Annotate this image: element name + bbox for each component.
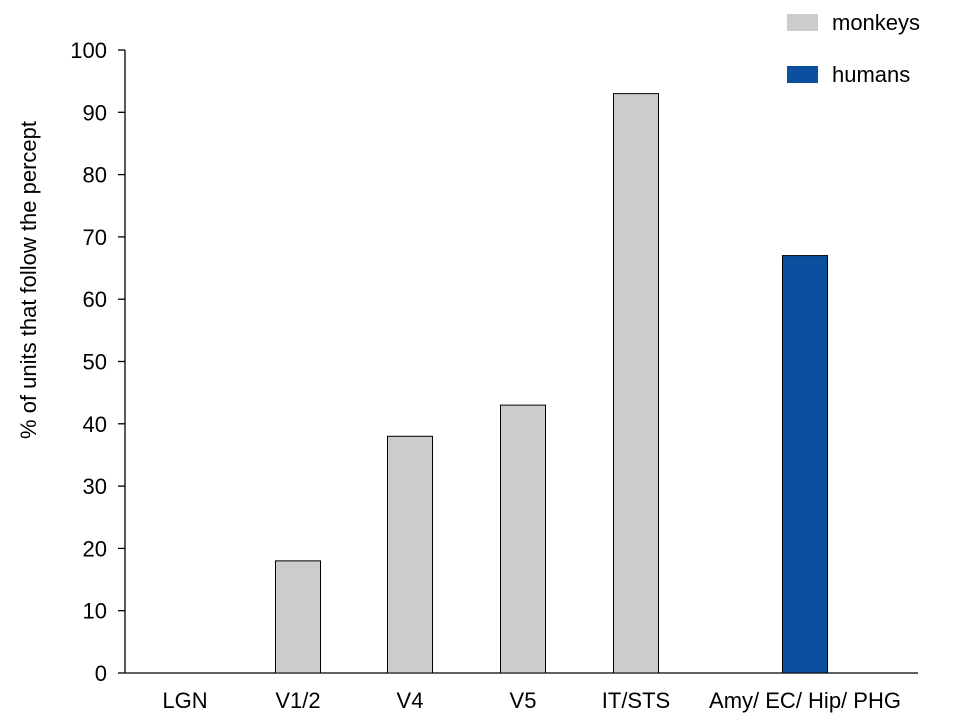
bar-v5 xyxy=(500,404,546,674)
bar-it-sts xyxy=(613,93,659,674)
x-axis: LGN V1/2 V4 V5 IT/STS Amy/ EC/ Hip/ PHG xyxy=(125,672,918,713)
legend-label-humans: humans xyxy=(832,62,910,87)
bar-v4 xyxy=(387,435,433,674)
x-category-label: V4 xyxy=(397,688,424,713)
y-tick-label: 80 xyxy=(83,163,107,188)
bar-amy-ec-hip-phg xyxy=(782,255,828,674)
y-axis: 0 10 20 30 40 50 60 70 80 90 100 xyxy=(70,38,126,686)
legend-swatch-humans xyxy=(787,66,818,83)
y-axis-title: % of units that follow the percept xyxy=(16,121,41,439)
legend: monkeys humans xyxy=(787,10,920,87)
y-tick-label: 10 xyxy=(83,599,107,624)
x-category-label: Amy/ EC/ Hip/ PHG xyxy=(709,688,901,713)
x-category-label: V5 xyxy=(510,688,537,713)
y-tick-label: 90 xyxy=(83,100,107,125)
y-tick-label: 40 xyxy=(83,412,107,437)
y-tick-label: 30 xyxy=(83,474,107,499)
x-category-label: LGN xyxy=(162,688,207,713)
x-category-label: V1/2 xyxy=(275,688,320,713)
y-tick-label: 100 xyxy=(70,38,107,63)
x-category-label: IT/STS xyxy=(602,688,670,713)
bars xyxy=(275,93,828,674)
legend-label-monkeys: monkeys xyxy=(832,10,920,35)
legend-swatch-monkeys xyxy=(787,14,818,31)
y-tick-label: 20 xyxy=(83,536,107,561)
y-tick-label: 60 xyxy=(83,287,107,312)
y-tick-label: 70 xyxy=(83,225,107,250)
bar-v1-2 xyxy=(275,560,321,674)
y-tick-label: 0 xyxy=(95,661,107,686)
y-tick-label: 50 xyxy=(83,350,107,375)
